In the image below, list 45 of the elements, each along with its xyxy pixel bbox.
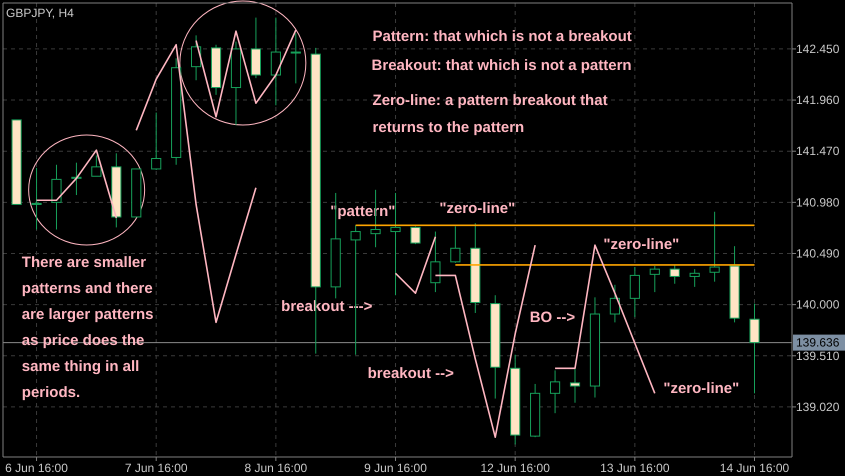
annotation: BO --> xyxy=(530,308,576,326)
candlestick xyxy=(450,226,460,264)
ref-line-label: 139.636 xyxy=(796,336,840,350)
x-tick-label: 14 Jun 16:00 xyxy=(720,461,790,475)
x-tick-label: 9 Jun 16:00 xyxy=(364,461,428,475)
y-tick-label: 142.450 xyxy=(796,42,840,56)
candlestick xyxy=(630,266,640,318)
x-tick-label: 6 Jun 16:00 xyxy=(5,461,68,475)
line-series xyxy=(195,29,297,118)
chart-title: GBPJPY, H4 xyxy=(6,6,74,20)
x-tick-label: 12 Jun 16:00 xyxy=(480,461,550,475)
candlestick xyxy=(690,268,700,288)
x-tick-label: 7 Jun 16:00 xyxy=(124,461,188,475)
x-tick-label: 13 Jun 16:00 xyxy=(600,461,670,475)
candlestick xyxy=(670,264,680,284)
candlestick xyxy=(550,370,560,414)
candlestick xyxy=(749,303,760,394)
annotation: "zero-line" xyxy=(439,200,516,216)
candlestick xyxy=(290,32,301,84)
y-tick-label: 141.960 xyxy=(796,93,840,108)
annotation: Zero-line: a pattern breakout that returns to the pattern xyxy=(372,92,608,136)
candlestick xyxy=(410,226,421,245)
annotation: breakout --> xyxy=(368,364,454,382)
candlestick xyxy=(91,154,102,177)
y-tick-label: 140.490 xyxy=(796,246,840,260)
y-tick-label: 140.980 xyxy=(796,195,840,210)
annotation: There are smaller patterns and there are larger patterns as price does the same thing in all periods. xyxy=(22,254,154,400)
y-tick-label: 141.470 xyxy=(796,144,840,158)
line-series xyxy=(36,149,118,219)
annotation: "zero-line" xyxy=(603,236,680,252)
candlestick xyxy=(430,231,440,293)
candlestick xyxy=(51,164,62,230)
x-tick-label: 8 Jun 16:00 xyxy=(244,461,308,475)
candlestick xyxy=(270,17,281,106)
candlestick xyxy=(610,284,620,323)
candlestick xyxy=(710,211,720,282)
y-tick-label: 139.510 xyxy=(796,348,840,363)
candlestick xyxy=(151,112,162,170)
annotation: "zero-line" xyxy=(663,380,740,396)
candlestick xyxy=(650,266,660,293)
y-tick-label: 140.000 xyxy=(796,298,840,312)
annotation: Breakout: that which is not a pattern xyxy=(372,56,632,74)
annotation: Pattern: that which is not a breakout xyxy=(372,28,632,44)
candlestick xyxy=(31,167,42,230)
y-tick-label: 139.020 xyxy=(796,400,840,414)
